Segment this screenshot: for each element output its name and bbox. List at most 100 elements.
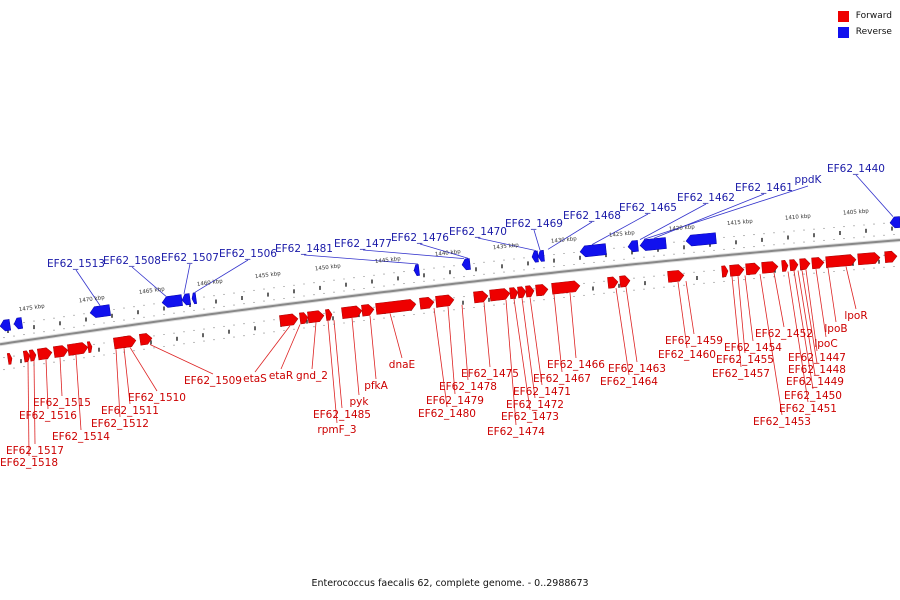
reverse-leader-line: [591, 213, 649, 245]
track-dot: [893, 233, 895, 236]
track-dot: [563, 296, 565, 299]
track-dot: [3, 357, 5, 359]
track-dot: [833, 270, 835, 273]
track-dot: [653, 287, 655, 289]
track-dot: [273, 299, 275, 301]
reverse-leader-line: [855, 174, 894, 217]
track-dot: [253, 301, 255, 303]
track-dot: [383, 285, 385, 287]
track-dot: [313, 294, 315, 296]
forward-leader-line: [615, 288, 630, 376]
track-dot: [703, 282, 705, 284]
track-dot: [603, 292, 605, 294]
track-dot: [323, 312, 325, 314]
forward-gene-arrow: [884, 250, 898, 263]
track-dot: [363, 275, 365, 278]
scale-label: 1410 kbp: [785, 213, 812, 221]
track-dot: [373, 306, 375, 308]
gene-label-ef62-1449: EF62_1449: [786, 376, 844, 388]
forward-leader-line: [129, 347, 158, 392]
track-dot: [663, 254, 665, 256]
track-dot: [333, 323, 335, 325]
track-dot: [153, 303, 155, 305]
forward-leader-line: [801, 270, 818, 364]
track-dot: [123, 351, 125, 353]
track-dot: [823, 259, 825, 261]
track-dot: [103, 354, 105, 356]
track-dot: [243, 335, 245, 337]
track-dot: [323, 280, 325, 282]
track-dot: [843, 270, 845, 272]
track-dot: [803, 241, 805, 243]
track-dot: [283, 329, 285, 332]
reverse-gene-arrow: [461, 258, 471, 271]
track-dot: [53, 361, 55, 363]
forward-gene-arrow: [729, 264, 745, 277]
forward-gene-arrow: [375, 299, 417, 315]
reverse-gene-arrow: [685, 232, 717, 247]
reverse-leader-line: [547, 221, 593, 250]
track-dot: [263, 300, 265, 302]
forward-gene-arrow: [789, 259, 799, 272]
track-dot: [893, 265, 895, 268]
gene-label-ef62-1480: EF62_1480: [418, 408, 476, 420]
track-dot: [683, 284, 685, 286]
track-dot: [333, 291, 335, 293]
track-dot: [633, 277, 635, 279]
track-dot: [203, 340, 205, 342]
track-dot: [453, 277, 455, 279]
track-dot: [133, 306, 135, 308]
forward-gene-arrow: [299, 312, 309, 325]
track-dot: [623, 246, 625, 248]
track-dot: [153, 315, 155, 317]
gene-label-ef62-1464: EF62_1464: [600, 376, 658, 388]
track-dot: [493, 272, 495, 274]
track-dot: [573, 263, 575, 266]
forward-gene-arrow: [799, 258, 811, 271]
track-dot: [423, 280, 425, 282]
track-dot: [223, 293, 225, 295]
track-dot: [813, 272, 815, 274]
track-dot: [73, 314, 75, 316]
track-dot: [793, 274, 795, 276]
track-dot: [743, 235, 745, 237]
forward-gene-arrow: [435, 294, 455, 308]
forward-leader-line: [33, 361, 36, 445]
scale-label: 1475 kbp: [19, 303, 46, 313]
reverse-leader-line: [194, 259, 249, 293]
track-dot: [753, 234, 755, 236]
track-dot: [623, 290, 625, 292]
reverse-gene-arrow: [537, 249, 545, 262]
track-dot: [603, 260, 605, 262]
track-dot: [663, 274, 665, 276]
track-dot: [243, 291, 245, 293]
track-dot: [633, 289, 635, 291]
track-dot: [703, 270, 705, 272]
track-dot: [303, 295, 305, 297]
forward-leader-line: [115, 349, 121, 418]
track-dot: [533, 300, 535, 302]
gene-label-ef62-1516: EF62_1516: [19, 410, 77, 422]
gene-label-ef62-1453: EF62_1453: [753, 416, 811, 428]
gene-label-ef62-1509: EF62_1509: [184, 375, 242, 387]
forward-leader-line: [513, 298, 531, 411]
track-dot: [673, 241, 675, 243]
track-dot: [353, 289, 355, 291]
track-dot: [153, 347, 155, 349]
forward-gene-arrow: [825, 254, 857, 268]
track-dot: [263, 288, 265, 290]
track-dot: [203, 328, 205, 330]
track-dot: [433, 299, 435, 301]
track-dot: [843, 226, 845, 228]
forward-swatch: [837, 10, 849, 22]
track-dot: [303, 283, 305, 285]
track-dot: [273, 319, 275, 321]
reverse-gene-arrow: [627, 240, 639, 253]
track-dot: [643, 276, 645, 278]
track-dot: [13, 367, 15, 369]
track-dot: [823, 271, 825, 273]
track-dot: [453, 309, 455, 311]
forward-leader-line: [529, 297, 543, 386]
track-dot: [423, 312, 425, 314]
track-dot: [753, 246, 755, 248]
